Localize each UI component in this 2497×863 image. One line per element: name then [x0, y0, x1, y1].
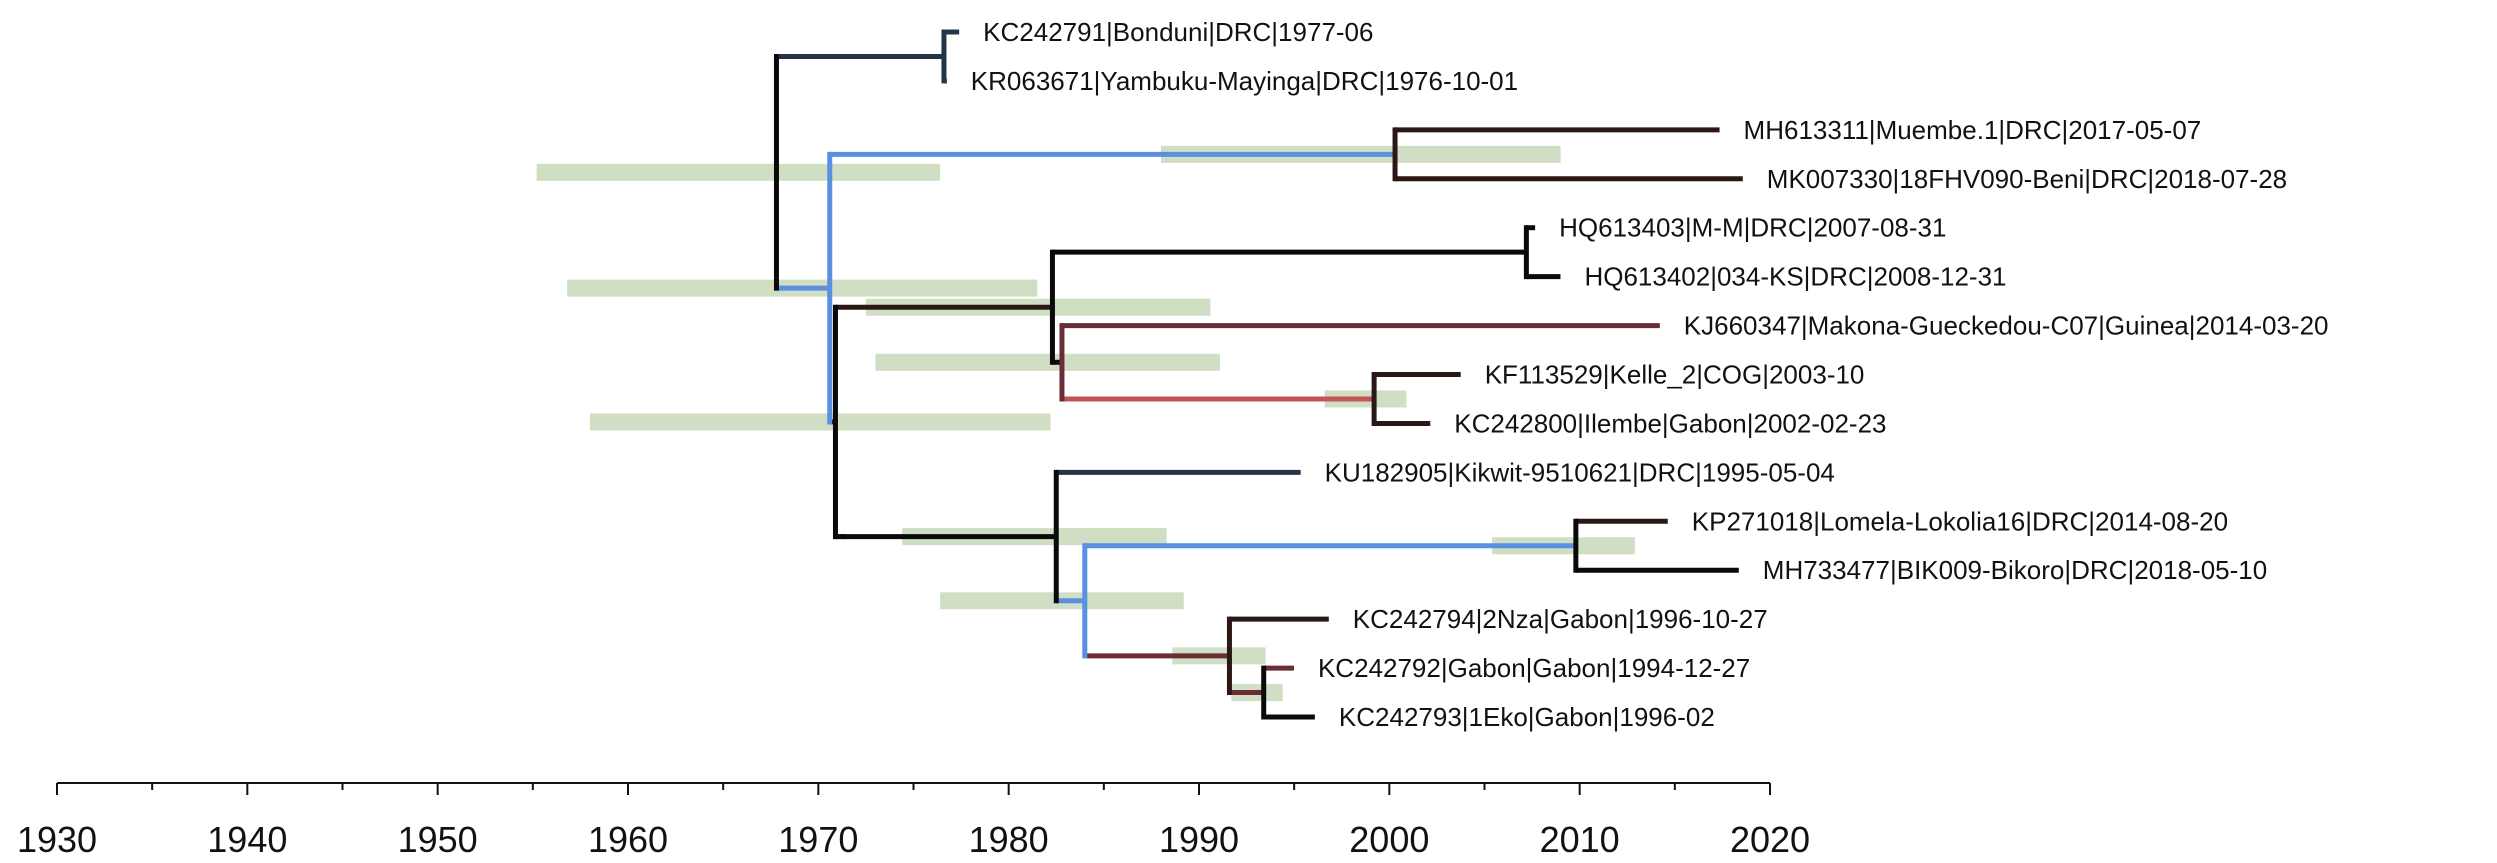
tick-label: 1970	[778, 819, 858, 858]
tick-label: 1930	[17, 819, 97, 858]
hpd-bar-root	[536, 163, 941, 181]
tip-label: KF113529|Kelle_2|COG|2003-10	[1485, 360, 1865, 390]
tip-label: MH613311|Muembe.1|DRC|2017-05-07	[1744, 115, 2202, 145]
tip-label: KC242793|1Eko|Gabon|1996-02	[1339, 702, 1715, 732]
tick-label: 1940	[207, 819, 287, 858]
tick-label: 1960	[588, 819, 668, 858]
tip-labels: KC242791|Bonduni|DRC|1977-06 KR063671|Yam…	[971, 17, 2329, 732]
tick-label: 2000	[1349, 819, 1429, 858]
tick-label: 2010	[1540, 819, 1620, 858]
branches	[773, 29, 1743, 720]
tip-label: KJ660347|Makona-Gueckedou-C07|Guinea|201…	[1684, 311, 2329, 341]
tick-label: 1990	[1159, 819, 1239, 858]
tick-label: 1980	[969, 819, 1049, 858]
time-axis: 1930 1940 1950 1960 1970 1980 1990 2000 2010 2020	[17, 782, 1810, 860]
tip-label: HQ613402|034-KS|DRC|2008-12-31	[1584, 262, 2006, 292]
tip-label: KC242791|Bonduni|DRC|1977-06	[983, 17, 1373, 47]
tip-label: HQ613403|M-M|DRC|2007-08-31	[1559, 213, 1946, 243]
tip-label: KU182905|Kikwit-9510621|DRC|1995-05-04	[1325, 457, 1835, 487]
tick-label: 2020	[1730, 819, 1810, 858]
hpd-bar-n_west	[875, 353, 1220, 371]
tip-label: KC242792|Gabon|Gabon|1994-12-27	[1318, 653, 1750, 683]
tip-label: KC242800|Ilembe|Gabon|2002-02-23	[1454, 408, 1886, 438]
tip-label: KC242794|2Nza|Gabon|1996-10-27	[1353, 604, 1768, 634]
tip-label: KP271018|Lomela-Lokolia16|DRC|2014-08-20	[1692, 506, 2228, 536]
tip-label: MH733477|BIK009-Bikoro|DRC|2018-05-10	[1763, 555, 2267, 585]
hpd-bar-n_mid	[589, 413, 1051, 431]
tip-label: MK007330|18FHV090-Beni|DRC|2018-07-28	[1767, 164, 2287, 194]
tip-label: KR063671|Yambuku-Mayinga|DRC|1976-10-01	[971, 66, 1518, 96]
tick-label: 1950	[398, 819, 478, 858]
